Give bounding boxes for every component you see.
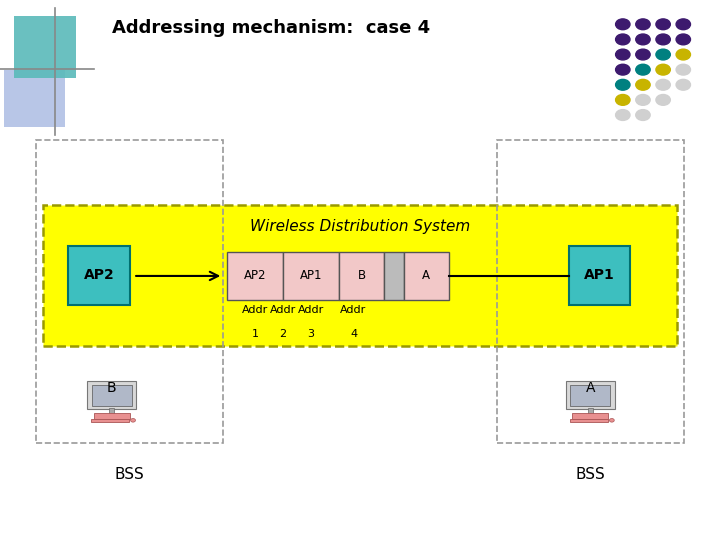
Circle shape xyxy=(676,34,690,45)
Circle shape xyxy=(616,110,630,120)
Circle shape xyxy=(616,94,630,105)
Bar xyxy=(570,418,608,422)
Text: AP1: AP1 xyxy=(300,269,323,282)
Bar xyxy=(339,252,384,300)
Circle shape xyxy=(656,34,670,45)
Circle shape xyxy=(656,49,670,60)
Bar xyxy=(68,246,130,305)
Circle shape xyxy=(656,79,670,90)
Bar xyxy=(91,418,129,422)
Circle shape xyxy=(676,19,690,30)
Circle shape xyxy=(609,418,614,422)
Circle shape xyxy=(616,64,630,75)
Bar xyxy=(588,408,593,414)
Circle shape xyxy=(616,79,630,90)
Bar xyxy=(43,205,677,346)
Bar xyxy=(91,386,132,406)
Bar xyxy=(94,413,130,418)
Text: AP1: AP1 xyxy=(584,268,615,282)
Circle shape xyxy=(656,19,670,30)
Circle shape xyxy=(636,34,650,45)
Circle shape xyxy=(676,49,690,60)
Text: AP2: AP2 xyxy=(243,269,266,282)
Bar xyxy=(4,70,65,127)
Text: 4: 4 xyxy=(350,329,357,340)
Bar xyxy=(36,140,223,443)
Circle shape xyxy=(656,94,670,105)
Text: Addr: Addr xyxy=(242,305,268,315)
Bar xyxy=(570,386,611,406)
Bar xyxy=(283,252,339,300)
Circle shape xyxy=(656,64,670,75)
Circle shape xyxy=(636,110,650,120)
Text: BSS: BSS xyxy=(114,467,145,482)
Bar xyxy=(384,252,404,300)
Text: Addr: Addr xyxy=(341,305,366,315)
Bar xyxy=(86,381,137,409)
Bar xyxy=(404,252,449,300)
Circle shape xyxy=(636,79,650,90)
Bar xyxy=(109,408,114,414)
Circle shape xyxy=(636,19,650,30)
Circle shape xyxy=(636,64,650,75)
Text: Addr: Addr xyxy=(270,305,296,315)
Circle shape xyxy=(636,49,650,60)
Text: Wireless Distribution System: Wireless Distribution System xyxy=(250,219,470,234)
Bar xyxy=(569,246,630,305)
Text: B: B xyxy=(357,269,366,282)
Text: Addr: Addr xyxy=(298,305,324,315)
Text: B: B xyxy=(107,381,117,395)
Circle shape xyxy=(676,64,690,75)
Bar xyxy=(497,140,684,443)
Bar xyxy=(14,16,76,78)
Circle shape xyxy=(616,34,630,45)
Circle shape xyxy=(616,19,630,30)
Text: 1: 1 xyxy=(251,329,258,340)
Text: AP2: AP2 xyxy=(84,268,114,282)
Text: 2: 2 xyxy=(279,329,287,340)
Text: 3: 3 xyxy=(307,329,315,340)
Bar xyxy=(572,413,608,418)
Text: BSS: BSS xyxy=(575,467,606,482)
Text: A: A xyxy=(585,381,595,395)
Text: A: A xyxy=(422,269,431,282)
Circle shape xyxy=(636,94,650,105)
Circle shape xyxy=(130,418,135,422)
Bar xyxy=(227,252,283,300)
Bar xyxy=(565,381,616,409)
Circle shape xyxy=(676,79,690,90)
Text: Addressing mechanism:  case 4: Addressing mechanism: case 4 xyxy=(112,19,430,37)
Circle shape xyxy=(616,49,630,60)
